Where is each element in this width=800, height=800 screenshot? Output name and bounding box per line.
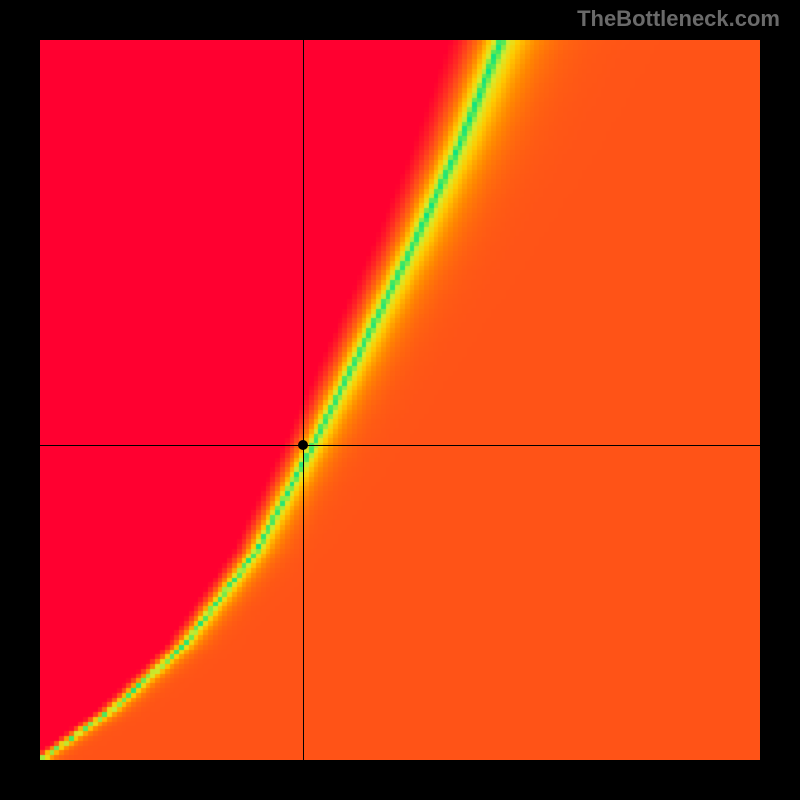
plot-area bbox=[40, 40, 760, 760]
marker-dot bbox=[298, 440, 308, 450]
crosshair-horizontal bbox=[40, 445, 760, 446]
chart-container: TheBottleneck.com bbox=[0, 0, 800, 800]
crosshair-vertical bbox=[303, 40, 304, 760]
heatmap-canvas bbox=[40, 40, 760, 760]
watermark-text: TheBottleneck.com bbox=[577, 6, 780, 32]
